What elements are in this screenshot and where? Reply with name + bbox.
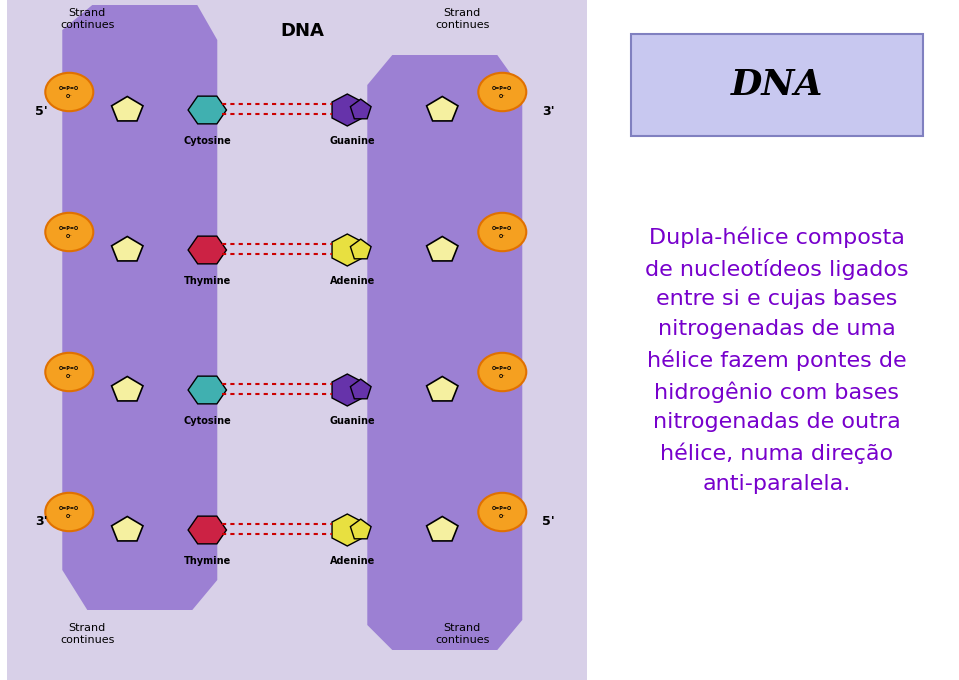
Text: Dupla-hélice composta
de nucleotídeos ligados
entre si e cujas bases
nitrogenada: Dupla-hélice composta de nucleotídeos li… — [645, 227, 908, 494]
Text: DNA: DNA — [280, 22, 324, 40]
Ellipse shape — [479, 493, 526, 531]
Text: O=P=O: O=P=O — [492, 505, 512, 511]
Polygon shape — [350, 239, 371, 259]
Polygon shape — [188, 236, 226, 264]
Text: Adenine: Adenine — [330, 276, 375, 286]
Polygon shape — [188, 96, 226, 124]
Text: Strand
continues: Strand continues — [60, 8, 114, 30]
Text: Thymine: Thymine — [184, 556, 231, 566]
Polygon shape — [8, 0, 587, 680]
Text: O=P=O: O=P=O — [492, 226, 512, 231]
Text: O=P=O: O=P=O — [492, 366, 512, 371]
Text: O=P=O: O=P=O — [59, 226, 80, 231]
Polygon shape — [332, 234, 363, 266]
Polygon shape — [111, 237, 143, 261]
Polygon shape — [188, 516, 226, 544]
Text: O⁻: O⁻ — [499, 515, 505, 520]
Ellipse shape — [479, 213, 526, 251]
Text: Adenine: Adenine — [330, 556, 375, 566]
Text: DNA: DNA — [731, 68, 823, 102]
Text: Guanine: Guanine — [330, 136, 375, 146]
Ellipse shape — [45, 213, 93, 251]
Polygon shape — [111, 97, 143, 121]
Polygon shape — [332, 374, 363, 406]
Ellipse shape — [45, 73, 93, 112]
Text: Thymine: Thymine — [184, 276, 231, 286]
Polygon shape — [350, 99, 371, 119]
Text: 5': 5' — [542, 515, 555, 528]
Text: O=P=O: O=P=O — [59, 86, 80, 90]
Text: Strand
continues: Strand continues — [435, 624, 489, 645]
Text: 3': 3' — [35, 515, 48, 528]
Polygon shape — [62, 5, 218, 610]
Ellipse shape — [45, 353, 93, 391]
Text: O⁻: O⁻ — [499, 235, 505, 239]
Polygon shape — [332, 94, 363, 126]
Text: O⁻: O⁻ — [499, 375, 505, 379]
Text: O⁻: O⁻ — [66, 375, 73, 379]
Text: Guanine: Guanine — [330, 416, 375, 426]
Polygon shape — [427, 517, 458, 541]
Text: Strand
continues: Strand continues — [60, 624, 114, 645]
FancyBboxPatch shape — [631, 34, 923, 136]
Ellipse shape — [479, 73, 526, 112]
Text: Cytosine: Cytosine — [183, 416, 231, 426]
Text: O⁻: O⁻ — [499, 95, 505, 99]
Text: O⁻: O⁻ — [66, 515, 73, 520]
Text: O=P=O: O=P=O — [59, 366, 80, 371]
Polygon shape — [111, 377, 143, 401]
Text: Strand
continues: Strand continues — [435, 8, 489, 30]
Polygon shape — [332, 514, 363, 546]
Polygon shape — [350, 379, 371, 398]
Text: 5': 5' — [35, 105, 48, 118]
Text: O=P=O: O=P=O — [59, 505, 80, 511]
Polygon shape — [111, 517, 143, 541]
Polygon shape — [367, 55, 523, 650]
Text: 3': 3' — [542, 105, 555, 118]
Ellipse shape — [45, 493, 93, 531]
Text: O=P=O: O=P=O — [492, 86, 512, 90]
Text: O⁻: O⁻ — [66, 95, 73, 99]
Polygon shape — [427, 97, 458, 121]
Text: Cytosine: Cytosine — [183, 136, 231, 146]
Polygon shape — [427, 237, 458, 261]
Polygon shape — [188, 376, 226, 404]
Polygon shape — [427, 377, 458, 401]
Ellipse shape — [479, 353, 526, 391]
Text: O⁻: O⁻ — [66, 235, 73, 239]
Polygon shape — [350, 519, 371, 539]
